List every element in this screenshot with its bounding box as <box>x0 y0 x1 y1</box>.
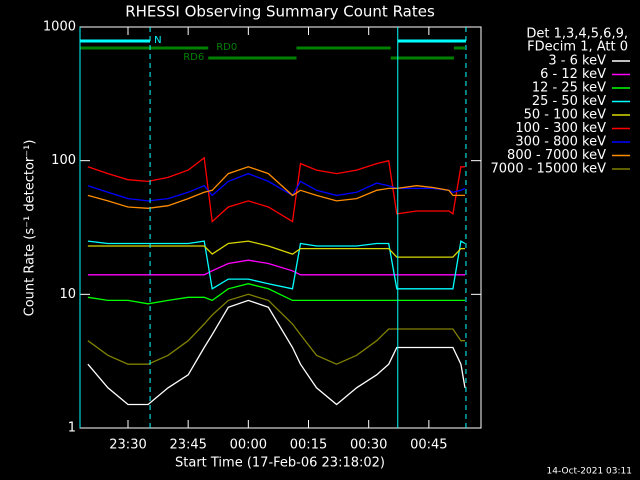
legend-label: 800 - 7000 keV <box>507 148 606 163</box>
y-tick-label: 1000 <box>43 20 76 35</box>
x-tick-label: 00:30 <box>350 438 387 453</box>
footer: 14-Oct-2021 03:11 <box>547 467 632 477</box>
x-tick-label: 00:15 <box>290 438 327 453</box>
legend-label: 6 - 12 keV <box>540 67 606 82</box>
legend-label: 12 - 25 keV <box>532 81 606 96</box>
x-tick-label: 00:45 <box>410 438 447 453</box>
status-label: RD6 <box>183 52 204 63</box>
y-tick-label: 10 <box>59 287 76 302</box>
legend-label: 25 - 50 keV <box>532 94 606 109</box>
series-line <box>87 240 466 290</box>
chart-title: RHESSI Observing Summary Count Rates <box>125 3 435 21</box>
legend-header: Det 1,3,4,5,6,9, <box>526 27 628 42</box>
series-line <box>87 293 465 365</box>
series-line <box>87 259 465 276</box>
series-line <box>87 166 465 209</box>
series-line <box>87 283 465 305</box>
y-tick-label: 100 <box>51 153 76 168</box>
legend-label: 100 - 300 keV <box>515 121 606 136</box>
x-tick-label: 23:30 <box>109 438 146 453</box>
legend-label: 3 - 6 keV <box>548 54 606 69</box>
x-tick-label: 00:00 <box>230 438 267 453</box>
y-axis-label: Count Rate (s⁻¹ detector⁻¹) <box>23 140 38 317</box>
x-tick-label: 23:45 <box>169 438 206 453</box>
series-line <box>87 172 466 202</box>
legend-label: 7000 - 15000 keV <box>491 162 607 177</box>
y-tick-label: 1 <box>68 421 76 436</box>
series-line <box>87 299 466 406</box>
legend-label: 300 - 800 keV <box>515 135 606 150</box>
plot-frame <box>79 26 482 429</box>
x-axis-label: Start Time (17-Feb-06 23:18:02) <box>175 456 385 471</box>
status-label: N <box>154 35 161 46</box>
series-line <box>87 156 465 223</box>
legend-header: FDecim 1, Att 0 <box>527 40 628 55</box>
series-line <box>87 240 465 258</box>
status-label: RD0 <box>216 42 237 53</box>
legend-label: 50 - 100 keV <box>524 108 607 123</box>
